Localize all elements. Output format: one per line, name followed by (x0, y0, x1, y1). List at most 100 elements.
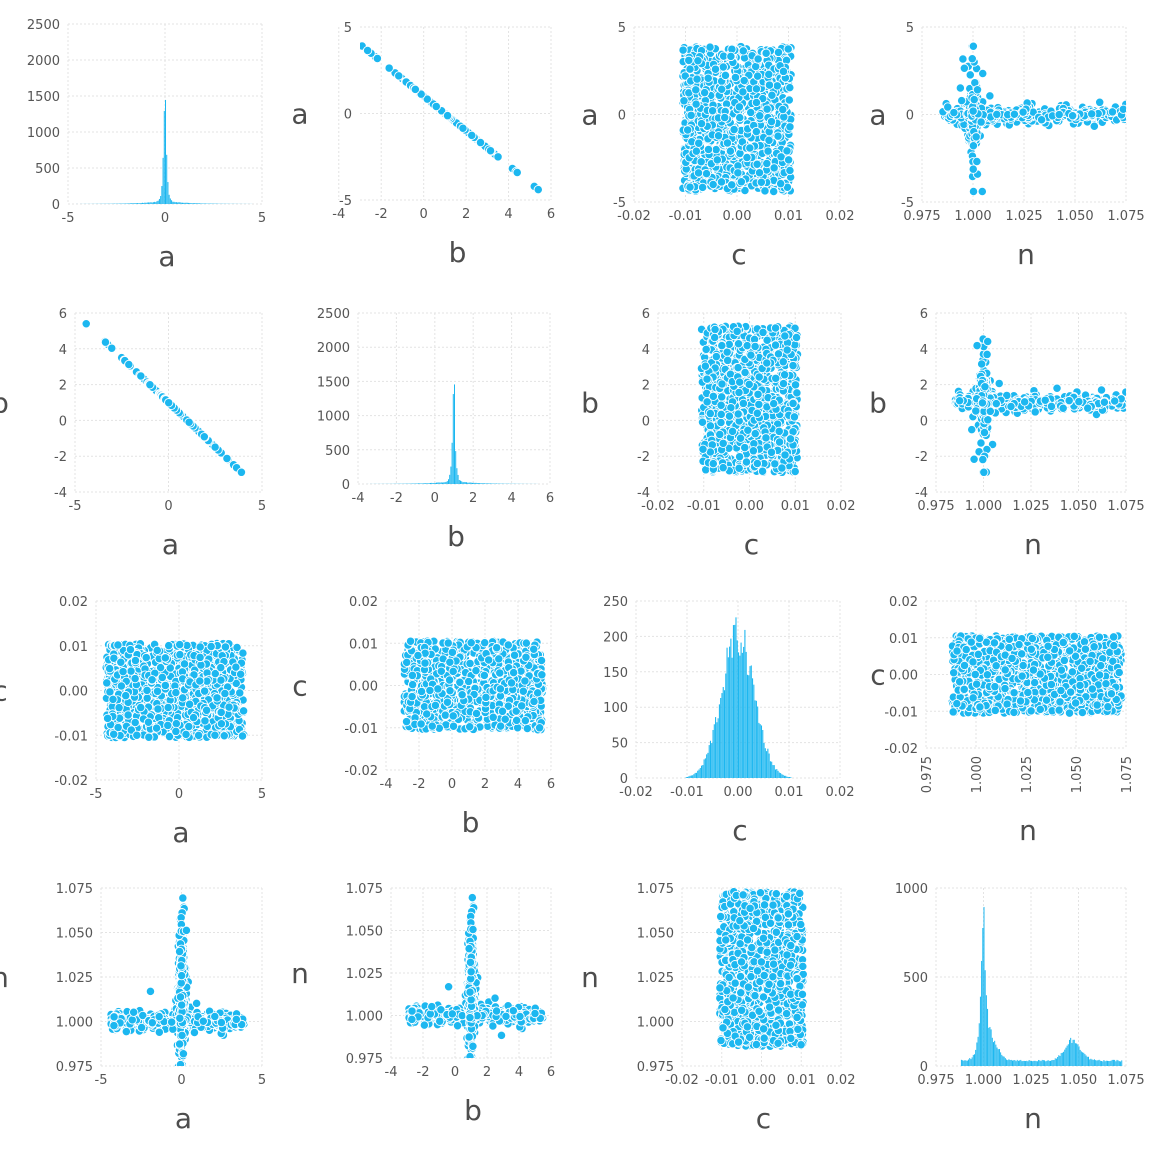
histogram-bar (145, 202, 147, 204)
scatter-point (733, 168, 743, 178)
histogram-bar (141, 202, 143, 204)
x-tick-label: -2 (390, 491, 403, 506)
y-tick-label: 2500 (317, 307, 350, 322)
scatter-point (693, 56, 703, 66)
scatter-point (761, 48, 771, 58)
histogram-bar (476, 483, 478, 484)
histogram-bar (469, 482, 471, 484)
histogram-bar (196, 203, 198, 204)
scatter-point (769, 186, 779, 197)
histogram-bar (197, 203, 199, 204)
histogram-bar (448, 479, 449, 484)
marks (360, 41, 543, 195)
histogram-bar (143, 202, 145, 204)
scatter-point (785, 122, 795, 132)
marks (76, 99, 253, 204)
histogram-bar (474, 482, 476, 484)
histogram-bar (444, 482, 446, 484)
scatter-point (164, 398, 174, 408)
scatter-point (977, 186, 987, 197)
scatter-point (145, 380, 155, 390)
scatter-point (969, 94, 979, 105)
scatter-point (753, 54, 763, 64)
histogram-bar (163, 110, 165, 204)
histogram-bar (177, 202, 179, 204)
x-tick-label: 0 (431, 491, 439, 506)
scatter-point (972, 156, 982, 167)
scatter-point (467, 130, 477, 141)
histogram-bar (148, 202, 150, 204)
scatter-point (773, 131, 783, 141)
scatter-point (972, 85, 983, 95)
scatter-point (1095, 97, 1105, 107)
y-tick-label: 2000 (27, 54, 60, 69)
histogram-bar (175, 202, 177, 204)
scatter-point (699, 88, 710, 98)
y-tick-label: 2 (642, 379, 650, 394)
scatter-point (236, 467, 247, 477)
scatter-point (956, 95, 967, 106)
histogram-bar (422, 483, 424, 484)
histogram-bar (194, 203, 196, 204)
histogram-bar (186, 202, 188, 204)
scatter-point (720, 70, 731, 81)
scatter-point (1089, 121, 1099, 131)
scatter-point (762, 158, 772, 169)
scatter-point (968, 106, 978, 116)
histogram-bar (152, 202, 154, 204)
scatter-point (949, 107, 959, 118)
scatter-point (693, 168, 704, 178)
histogram-bar (427, 483, 429, 484)
histogram-bar (428, 483, 430, 484)
histogram-bar (458, 480, 460, 484)
y-tick-label: 1000 (317, 410, 350, 425)
x-tick-label: 1.050 (1056, 209, 1093, 224)
scatter-point (694, 138, 704, 148)
y-tick-label: 4 (642, 343, 650, 358)
scatter-point (1018, 107, 1028, 117)
scatter-point (756, 177, 767, 187)
histogram-bar (438, 482, 440, 484)
histogram-bar (188, 202, 190, 204)
scatter-point (372, 53, 383, 64)
scatter-point (712, 155, 722, 165)
scatter-point (965, 70, 975, 80)
scatter-point (992, 109, 1002, 120)
scatter-point (751, 97, 762, 108)
histogram-bar (486, 483, 488, 484)
histogram-bar (424, 483, 425, 484)
y-tick-label: -5 (613, 196, 626, 211)
histogram-bar (133, 203, 135, 204)
histogram-bar (488, 483, 490, 484)
x-tick-label: 1.025 (1005, 209, 1042, 224)
y-tick-label: 0 (344, 108, 352, 123)
y-tick-label: 2000 (317, 341, 350, 356)
histogram-bar (478, 483, 479, 484)
scatter-point (705, 42, 715, 52)
scatter-point (678, 45, 688, 55)
histogram-bar (184, 202, 186, 204)
histogram-bar (157, 200, 159, 204)
x-axis-label: a (158, 240, 175, 273)
histogram-bar (443, 482, 445, 484)
y-tick-label: 5 (906, 21, 914, 36)
scatter-point (740, 185, 750, 196)
scatter-point (422, 94, 432, 104)
scatter-point (475, 137, 486, 148)
scatter-point (763, 146, 773, 156)
scatter-point (708, 179, 718, 190)
histogram-bar (490, 483, 491, 484)
scatter-point (184, 417, 194, 427)
scatter-point (760, 186, 770, 196)
x-tick-label: 6 (546, 491, 554, 506)
y-tick-label: -2 (637, 450, 650, 465)
y-tick-label: 500 (35, 162, 60, 177)
histogram-bar (192, 203, 194, 204)
scatter-point (958, 54, 968, 64)
x-tick-label: -0.02 (641, 499, 675, 514)
scatter-point (692, 74, 702, 84)
x-tick-label: 0.02 (826, 209, 855, 224)
